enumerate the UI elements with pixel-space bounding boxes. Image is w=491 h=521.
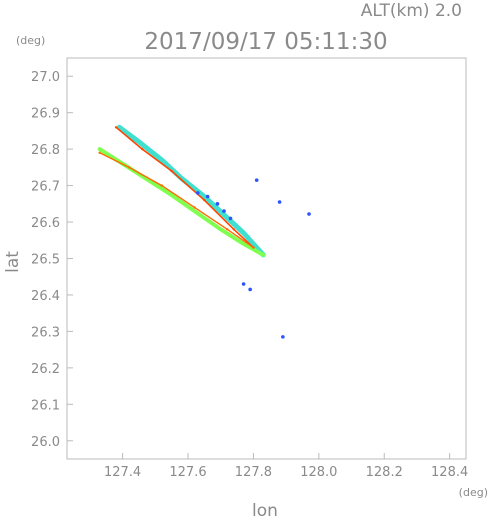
data-point <box>232 228 235 231</box>
data-point <box>254 178 259 182</box>
x-tick-label: 127.8 <box>235 465 272 480</box>
data-point <box>252 246 255 249</box>
data-point <box>167 191 170 195</box>
data-point <box>248 287 252 292</box>
data-point <box>127 166 131 169</box>
data-point <box>241 282 246 286</box>
data-point <box>203 195 206 198</box>
data-point <box>219 228 222 231</box>
x-tick-label: 128.4 <box>431 465 468 480</box>
altitude-label: ALT(km) 2.0 <box>361 1 462 21</box>
data-point <box>170 169 173 173</box>
data-point <box>307 212 311 216</box>
x-axis-label: lon <box>252 501 278 521</box>
x-unit-label: (deg) <box>459 486 488 499</box>
y-tick-label: 26.9 <box>31 107 60 122</box>
series-line <box>115 126 255 249</box>
data-point <box>228 216 233 221</box>
series-line <box>99 152 255 249</box>
x-tick-label: 128.0 <box>300 465 337 480</box>
y-tick-label: 26.8 <box>31 143 60 158</box>
y-tick-label: 27.0 <box>31 70 60 85</box>
data-point <box>242 242 245 246</box>
data-point <box>118 126 121 129</box>
y-tick-label: 26.3 <box>31 325 60 340</box>
y-tick-label: 26.6 <box>31 216 60 231</box>
data-point <box>98 151 101 154</box>
data-point <box>222 213 226 216</box>
y-unit-label: (deg) <box>16 34 45 47</box>
data-point <box>226 228 229 231</box>
y-axis-label: lat <box>3 251 23 273</box>
data-point <box>160 158 164 162</box>
y-tick-label: 26.7 <box>31 180 60 195</box>
data-point <box>277 200 282 204</box>
data-point <box>203 198 206 202</box>
y-tick-label: 26.0 <box>31 435 60 450</box>
ticks-layer: 127.4 127.6 127.8 128.0 128.2 128.4 27.0 26.9 26… <box>31 70 468 480</box>
data-point <box>281 335 285 339</box>
data-point <box>98 147 101 151</box>
y-tick-label: 26.2 <box>31 362 60 377</box>
data-point <box>205 194 210 199</box>
x-tick-label: 127.6 <box>169 465 206 480</box>
data-point <box>137 140 141 144</box>
data-point <box>160 184 164 187</box>
data-point <box>193 209 196 213</box>
data-point <box>141 147 144 151</box>
data-point <box>114 126 118 129</box>
y-tick-label: 26.1 <box>31 398 60 413</box>
x-tick-label: 127.4 <box>104 465 141 480</box>
data-point <box>144 177 147 180</box>
data-point <box>215 202 220 206</box>
data-point <box>196 191 200 195</box>
data-point <box>222 209 226 213</box>
marks-layer <box>97 124 311 339</box>
plot-frame <box>66 57 467 460</box>
data-point <box>193 206 196 209</box>
y-tick-label: 26.5 <box>31 253 60 268</box>
x-tick-label: 128.2 <box>366 465 403 480</box>
chart-title: 2017/09/17 05:11:30 <box>144 29 387 55</box>
data-point <box>242 231 245 235</box>
y-tick-label: 26.4 <box>31 289 60 304</box>
series-line <box>116 124 266 258</box>
data-point <box>262 253 265 257</box>
